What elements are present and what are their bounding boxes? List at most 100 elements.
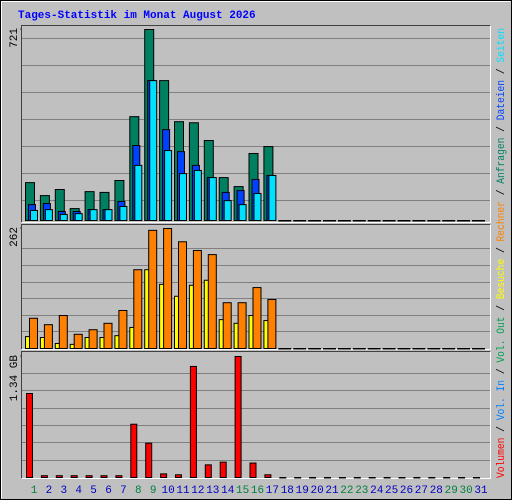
bar bbox=[149, 80, 158, 222]
legend-separator: / bbox=[496, 120, 508, 137]
bar bbox=[219, 461, 227, 479]
x-tick-label: 5 bbox=[90, 485, 97, 497]
bar bbox=[43, 324, 53, 349]
legend-entry: Volumen bbox=[496, 438, 508, 478]
y-tick-label: 1.34 GB bbox=[9, 355, 21, 402]
bar bbox=[338, 477, 346, 479]
bar bbox=[70, 475, 78, 479]
legend-entry: Seiten bbox=[496, 28, 508, 63]
x-tick-label: 31 bbox=[474, 485, 488, 497]
legend-separator: / bbox=[496, 184, 508, 201]
bar bbox=[234, 356, 242, 478]
bar bbox=[447, 220, 456, 222]
bar bbox=[89, 209, 98, 222]
bar bbox=[104, 209, 113, 222]
bar bbox=[368, 477, 376, 479]
bar bbox=[387, 220, 396, 222]
bar bbox=[312, 348, 322, 350]
legend-entry: Dateien bbox=[496, 80, 508, 120]
y-tick-label: 262 bbox=[9, 227, 21, 247]
bar bbox=[328, 220, 336, 222]
x-tick-label: 22 bbox=[340, 485, 353, 497]
x-tick-label: 21 bbox=[325, 485, 339, 497]
legend-entry: Besuche bbox=[496, 259, 508, 299]
bar bbox=[443, 477, 451, 479]
bar bbox=[372, 220, 381, 222]
bar bbox=[476, 348, 485, 350]
bar bbox=[268, 174, 277, 222]
x-tick-label: 15 bbox=[236, 485, 249, 497]
bar bbox=[309, 477, 317, 479]
legend-entry: Vol. Out bbox=[496, 316, 508, 362]
legend-separator: / bbox=[496, 363, 508, 380]
bar bbox=[253, 192, 262, 222]
bar bbox=[386, 348, 396, 350]
bar bbox=[417, 220, 426, 222]
legend-separator: / bbox=[496, 420, 508, 437]
bar bbox=[267, 298, 277, 350]
bar bbox=[178, 241, 187, 349]
bar bbox=[223, 200, 232, 221]
bar bbox=[175, 474, 182, 479]
bar bbox=[327, 348, 336, 350]
bar bbox=[85, 475, 93, 479]
bar bbox=[401, 348, 411, 350]
bar bbox=[458, 477, 466, 479]
bar bbox=[222, 302, 232, 350]
bar bbox=[446, 348, 456, 350]
legend: Volumen / Vol. In / Vol. Out / Besuche /… bbox=[496, 28, 508, 478]
bar bbox=[428, 477, 436, 479]
x-tick-label: 8 bbox=[135, 485, 142, 497]
x-tick-label: 9 bbox=[150, 485, 157, 497]
bar bbox=[73, 333, 83, 349]
bar bbox=[160, 473, 168, 479]
bar bbox=[179, 173, 187, 222]
x-tick-label: 11 bbox=[176, 485, 190, 497]
bar bbox=[103, 322, 113, 350]
x-tick-label: 13 bbox=[206, 485, 219, 497]
bar bbox=[208, 177, 217, 222]
x-tick-label: 7 bbox=[120, 485, 127, 497]
bar bbox=[398, 477, 406, 479]
bar bbox=[88, 329, 98, 349]
bar bbox=[356, 348, 366, 350]
bar bbox=[59, 213, 68, 222]
bar bbox=[115, 475, 123, 479]
x-tick-label: 24 bbox=[370, 485, 384, 497]
x-tick-label: 17 bbox=[266, 485, 279, 497]
bar bbox=[148, 229, 158, 349]
bar bbox=[294, 477, 302, 479]
bar bbox=[119, 205, 128, 221]
x-tick-label: 14 bbox=[221, 485, 235, 497]
bar bbox=[133, 269, 143, 349]
bar bbox=[238, 204, 247, 221]
bar bbox=[324, 477, 331, 479]
bar bbox=[383, 477, 391, 479]
legend-separator: / bbox=[496, 63, 508, 80]
bar bbox=[249, 462, 257, 479]
bar bbox=[371, 348, 381, 350]
bar bbox=[55, 475, 63, 479]
x-tick-label: 25 bbox=[385, 485, 398, 497]
x-tick-label: 4 bbox=[75, 485, 82, 497]
bar bbox=[164, 150, 173, 221]
chart-title: Tages-Statistik im Monat August 2026 bbox=[18, 10, 256, 22]
bar bbox=[29, 317, 38, 350]
bar bbox=[193, 169, 202, 221]
bar bbox=[204, 464, 212, 479]
bar bbox=[264, 474, 272, 479]
bar bbox=[130, 423, 138, 478]
bar bbox=[431, 348, 441, 350]
legend-entry: Anfragen bbox=[496, 138, 508, 184]
legend-entry: Rechner bbox=[496, 201, 508, 241]
bar bbox=[40, 475, 48, 479]
bar bbox=[416, 348, 426, 350]
x-tick-label: 6 bbox=[105, 485, 112, 497]
x-tick-label: 20 bbox=[310, 485, 323, 497]
bar bbox=[74, 213, 83, 222]
x-tick-label: 12 bbox=[191, 485, 204, 497]
bar bbox=[477, 220, 485, 222]
